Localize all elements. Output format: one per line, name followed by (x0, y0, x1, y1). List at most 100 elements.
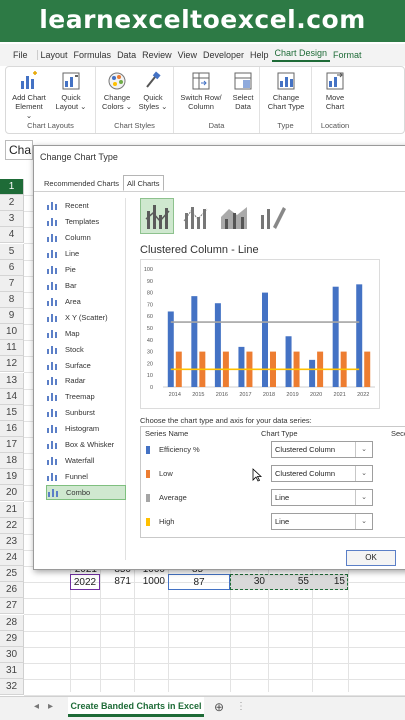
chart-type-sunburst[interactable]: Sunburst (46, 405, 126, 420)
row-header[interactable]: 5 (0, 244, 24, 260)
ok-button[interactable]: OK (346, 550, 396, 566)
row-header[interactable]: 32 (0, 679, 24, 695)
quick-styles-button[interactable]: Quick Styles ⌄ (136, 71, 170, 111)
row-header[interactable]: 27 (0, 598, 24, 614)
chevron-down-icon[interactable]: ⌄ (355, 490, 372, 505)
row-header[interactable]: 6 (0, 260, 24, 276)
row-header[interactable]: 28 (0, 615, 24, 631)
series-chart-type-dropdown[interactable]: Line ⌄ (271, 489, 373, 506)
cell-f28[interactable]: 55 (297, 576, 309, 587)
row-header[interactable]: 19 (0, 469, 24, 485)
tab-formulas[interactable]: Formulas (73, 50, 112, 60)
tab-help[interactable]: Help (249, 50, 269, 60)
chart-type-recent[interactable]: Recent (46, 198, 126, 213)
sheet-scroll-menu-icon[interactable]: ⋮ (236, 701, 246, 712)
row-header[interactable]: 24 (0, 550, 24, 566)
chart-type-treemap[interactable]: Treemap (46, 389, 126, 404)
quick-layout-button[interactable]: Quick Layout ⌄ (54, 71, 88, 111)
next-sheet-icon[interactable]: ▸ (48, 701, 54, 712)
row-header[interactable]: 11 (0, 340, 24, 356)
add-sheet-icon[interactable]: ⊕ (214, 700, 225, 714)
chart-type-pie[interactable]: Pie (46, 262, 126, 277)
chart-type-funnel[interactable]: Funnel (46, 469, 126, 484)
row-header[interactable]: 22 (0, 518, 24, 534)
row-header[interactable]: 16 (0, 421, 24, 437)
chart-type-surface[interactable]: Surface (46, 358, 126, 373)
chart-type-bar[interactable]: Bar (46, 278, 126, 293)
tab-view[interactable]: View (177, 50, 197, 60)
cell-g28[interactable]: 15 (333, 576, 345, 587)
chevron-down-icon[interactable]: ⌄ (355, 466, 372, 481)
move-chart-button[interactable]: Move Chart (318, 71, 352, 111)
row-header[interactable]: 25 (0, 566, 24, 582)
series-chart-type-dropdown[interactable]: Clustered Column ⌄ (271, 441, 373, 458)
tab-chart-design[interactable]: Chart Design (271, 48, 331, 62)
chart-type-column[interactable]: Column (46, 230, 126, 245)
chart-type-box-whisker[interactable]: Box & Whisker (46, 437, 126, 452)
row-header[interactable]: 18 (0, 453, 24, 469)
chart-type-area[interactable]: Area (46, 294, 126, 309)
row-header[interactable]: 14 (0, 389, 24, 405)
tab-data[interactable]: Data (117, 50, 137, 60)
add-chart-element-button[interactable]: Add Chart Element ⌄ (12, 71, 46, 120)
row-header[interactable]: 20 (0, 485, 24, 501)
row-header[interactable]: 9 (0, 308, 24, 324)
chart-type-stock[interactable]: Stock (46, 342, 126, 357)
tab-layout[interactable]: Layout (36, 50, 71, 60)
chart-type-templates[interactable]: Templates (46, 214, 126, 229)
chart-type-line[interactable]: Line (46, 246, 126, 261)
tab-format[interactable]: Format (333, 50, 362, 60)
tab-file[interactable]: File (13, 50, 28, 60)
cell-e28[interactable]: 30 (253, 576, 265, 587)
row-header[interactable]: 21 (0, 502, 24, 518)
row-header[interactable]: 7 (0, 276, 24, 292)
row-header[interactable]: 31 (0, 663, 24, 679)
name-box[interactable]: Cha (5, 140, 33, 160)
tab-recommended-charts[interactable]: Recommended Charts (44, 179, 120, 188)
cell-b28[interactable]: 871 (114, 576, 131, 587)
row-header[interactable]: 12 (0, 356, 24, 372)
cell-c28[interactable]: 1000 (142, 576, 165, 587)
row-header[interactable]: 29 (0, 631, 24, 647)
row-header[interactable]: 2 (0, 195, 24, 211)
variant-custom-combination[interactable] (254, 198, 288, 234)
row-header[interactable]: 26 (0, 582, 24, 598)
y-tick-label: 20 (147, 361, 153, 367)
row-header[interactable]: 17 (0, 437, 24, 453)
tab-all-charts[interactable]: All Charts (123, 175, 164, 191)
row-header[interactable]: 13 (0, 373, 24, 389)
chart-type-x-y-scatter[interactable]: X Y (Scatter) (46, 310, 126, 325)
chart-type-map[interactable]: Map (46, 326, 126, 341)
variant-column-line-secondary[interactable] (178, 198, 212, 234)
chart-type-radar[interactable]: Radar (46, 373, 126, 388)
series-chart-type-dropdown[interactable]: Line ⌄ (271, 513, 373, 530)
row-header[interactable]: 3 (0, 211, 24, 227)
sheet-tab-active[interactable]: Create Banded Charts in Excel (68, 697, 204, 717)
chart-type-combo[interactable]: Combo (46, 485, 126, 500)
recent-icon (47, 202, 57, 210)
prev-sheet-icon[interactable]: ◂ (34, 701, 40, 712)
row-header[interactable]: 4 (0, 227, 24, 243)
cell-a28[interactable]: 2022 (70, 574, 100, 590)
selected-range[interactable] (230, 574, 348, 590)
change-chart-type-button[interactable]: Change Chart Type (264, 71, 308, 111)
switch-row-column-button[interactable]: Switch Row/ Column (180, 71, 222, 111)
chart-type-waterfall[interactable]: Waterfall (46, 453, 126, 468)
change-colors-button[interactable]: Change Colors ⌄ (100, 71, 134, 111)
row-header[interactable]: 10 (0, 324, 24, 340)
chevron-down-icon[interactable]: ⌄ (355, 514, 372, 529)
series-chart-type-dropdown[interactable]: Clustered Column ⌄ (271, 465, 373, 482)
row-header[interactable]: 30 (0, 647, 24, 663)
variant-clustered-column-line[interactable] (140, 198, 174, 234)
row-header[interactable]: 1 (0, 179, 24, 195)
tab-review[interactable]: Review (142, 50, 172, 60)
variant-stacked-area-column[interactable] (216, 198, 250, 234)
row-header[interactable]: 8 (0, 292, 24, 308)
row-header[interactable]: 23 (0, 534, 24, 550)
cell-d28[interactable]: 87 (168, 574, 230, 590)
row-header[interactable]: 15 (0, 405, 24, 421)
tab-developer[interactable]: Developer (202, 50, 244, 60)
chevron-down-icon[interactable]: ⌄ (355, 442, 372, 457)
select-data-button[interactable]: Select Data (226, 71, 260, 111)
chart-type-histogram[interactable]: Histogram (46, 421, 126, 436)
